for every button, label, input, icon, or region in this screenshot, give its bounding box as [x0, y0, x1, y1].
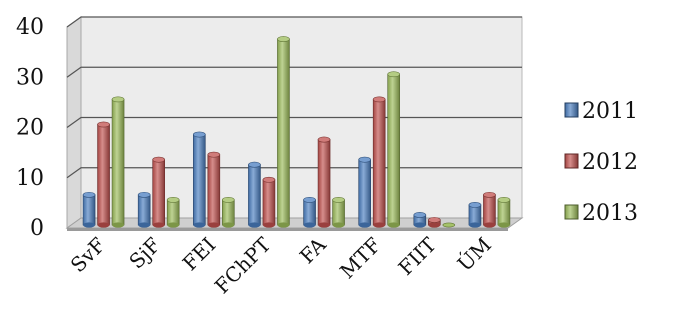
legend-swatch: [564, 204, 579, 220]
bar-ÚM-2012: [483, 191, 496, 228]
bar-FIIT-2013: [442, 222, 456, 228]
chart-walls: [65, 16, 524, 231]
bars: [82, 36, 511, 228]
bar-SvF-2012: [97, 121, 110, 228]
floor-edge: [67, 228, 508, 231]
x-tick-label: FEI: [178, 233, 221, 276]
bar-ÚM-2013: [497, 196, 511, 228]
gridline: [66, 16, 522, 28]
bar-MTF-2011: [358, 156, 371, 228]
x-tick-label: FChPT: [210, 232, 276, 298]
x-tick-label: MTF: [335, 232, 386, 283]
gridline: [66, 66, 522, 78]
bar-FA-2012: [317, 136, 331, 228]
bar-SvF-2011: [82, 191, 96, 228]
bar-FA-2013: [332, 196, 345, 228]
legend-swatch: [564, 153, 579, 169]
y-axis-ticks: 0 10 20 30 40: [16, 15, 44, 241]
bar-FEI-2013: [222, 196, 235, 228]
legend-label: 2011: [582, 99, 638, 124]
bar-MTF-2013: [387, 71, 400, 228]
x-tick-label: SvF: [66, 232, 111, 277]
bar-ÚM-2011: [468, 201, 482, 228]
x-tick-label: SjF: [124, 232, 165, 273]
legend-entry-2012: 2012: [564, 150, 638, 175]
y-tick-label: 0: [30, 216, 44, 241]
y-tick-label: 30: [16, 65, 44, 90]
bar-FEI-2011: [193, 131, 206, 228]
bar-FChPT-2012: [262, 176, 276, 228]
bar-FChPT-2013: [277, 36, 290, 228]
legend: 2011 2012 2013: [564, 99, 638, 226]
bar-MTF-2012: [372, 96, 386, 228]
bar-SjF-2013: [166, 196, 180, 228]
x-tick-label: FA: [295, 232, 331, 268]
bar-FA-2011: [303, 196, 316, 228]
x-tick-label: ÚM: [452, 232, 496, 276]
y-tick-label: 10: [16, 166, 44, 191]
y-tick-label: 20: [16, 116, 44, 141]
bar-SvF-2013: [111, 96, 125, 228]
legend-swatch: [564, 102, 579, 118]
bar-SjF-2012: [152, 156, 165, 228]
x-tick-label: FIIT: [393, 232, 441, 280]
y-tick-label: 40: [16, 15, 44, 40]
bar-FEI-2012: [207, 151, 221, 228]
legend-label: 2012: [582, 150, 638, 175]
legend-label: 2013: [582, 201, 638, 226]
bar-FIIT-2011: [413, 212, 427, 228]
bar-FIIT-2012: [428, 217, 441, 228]
bar-FChPT-2011: [248, 161, 261, 228]
legend-entry-2011: 2011: [564, 99, 638, 124]
legend-entry-2013: 2013: [564, 201, 638, 226]
bar-SjF-2011: [137, 191, 151, 228]
